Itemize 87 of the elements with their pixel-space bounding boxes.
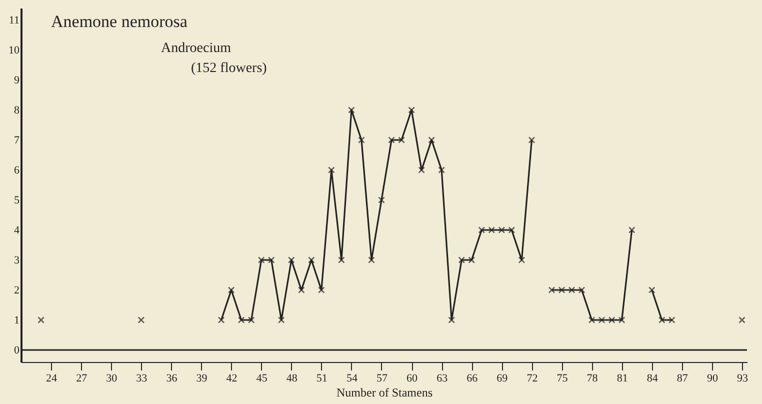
- point: [308, 256, 315, 264]
- point: [258, 256, 265, 264]
- x-tick-label: 51: [316, 372, 328, 384]
- x-tick-label: 33: [136, 372, 148, 384]
- point: [658, 316, 666, 324]
- x-tick-label: 27: [76, 372, 88, 384]
- point: [578, 286, 586, 294]
- y-tick-label: 0: [14, 344, 20, 356]
- point: [368, 256, 375, 264]
- point: [248, 316, 255, 324]
- y-tick-label: 2: [14, 284, 20, 296]
- point: [518, 256, 526, 264]
- point: [618, 316, 626, 324]
- point: [528, 136, 536, 144]
- point: [628, 226, 636, 234]
- point: [548, 286, 556, 294]
- x-tick-label: 63: [436, 372, 448, 384]
- y-tick-label: 1: [14, 314, 20, 326]
- point: [268, 256, 275, 264]
- y-tick-label: 10: [8, 44, 20, 56]
- x-tick-label: 42: [226, 372, 238, 384]
- x-axis-title: Number of Stamens: [336, 386, 433, 400]
- point: [218, 316, 225, 324]
- point: [348, 106, 355, 114]
- x-tick-label: 30: [106, 372, 118, 384]
- y-tick-label: 3: [14, 254, 20, 266]
- x-tick-label: 39: [196, 372, 208, 384]
- x-tick-label: 54: [346, 372, 358, 384]
- point: [318, 286, 325, 294]
- x-tick-label: 48: [286, 372, 298, 384]
- point: [668, 316, 676, 324]
- point: [238, 316, 245, 324]
- y-tick-label: 8: [14, 104, 20, 116]
- point: [608, 316, 616, 324]
- y-tick-label: 6: [14, 164, 20, 176]
- x-tick-label: 84: [646, 372, 658, 384]
- point: [468, 256, 476, 264]
- point: [38, 316, 44, 324]
- point: [428, 136, 435, 144]
- x-tick-label: 60: [406, 372, 418, 384]
- x-tick-label: 69: [496, 372, 508, 384]
- point: [378, 196, 385, 204]
- x-tick-label: 81: [616, 372, 628, 384]
- x-tick-label: 78: [586, 372, 598, 384]
- point: [448, 316, 455, 324]
- point: [408, 106, 415, 114]
- point: [568, 286, 576, 294]
- x-tick-label: 24: [46, 372, 58, 384]
- y-tick-label: 7: [14, 134, 20, 146]
- y-tick-label: 11: [8, 14, 20, 26]
- point: [418, 166, 425, 174]
- point: [138, 316, 145, 324]
- point: [458, 256, 465, 264]
- point: [438, 166, 445, 174]
- text: (152 flowers): [191, 61, 267, 76]
- point: [338, 256, 345, 264]
- x-tick-label: 57: [376, 372, 388, 384]
- x-tick-label: 87: [676, 372, 688, 384]
- point: [478, 226, 486, 234]
- point: [498, 226, 506, 234]
- x-tick-label: 72: [526, 372, 538, 384]
- point: [328, 166, 335, 174]
- point: [598, 316, 606, 324]
- x-tick-label: 93: [736, 372, 748, 384]
- y-tick-label: 5: [14, 194, 20, 206]
- point: [398, 136, 405, 144]
- x-tick-label: 90: [706, 372, 718, 384]
- point: [358, 136, 365, 144]
- x-tick-label: 45: [256, 372, 268, 384]
- chart-title: Anemone nemorosa: [51, 12, 188, 31]
- x-tick-label: 75: [556, 372, 568, 384]
- point: [288, 256, 295, 264]
- point: [588, 316, 596, 324]
- point: [228, 286, 235, 294]
- x-tick-label: 36: [166, 372, 178, 384]
- text: Androecium: [161, 41, 231, 56]
- point: [298, 286, 305, 294]
- x-tick-label: 66: [466, 372, 478, 384]
- point: [388, 136, 395, 144]
- y-tick-label: 4: [14, 224, 20, 236]
- y-tick-label: 9: [14, 74, 20, 86]
- point: [558, 286, 566, 294]
- point: [738, 316, 746, 324]
- point: [508, 226, 516, 234]
- point: [648, 286, 656, 294]
- point: [278, 316, 285, 324]
- point: [488, 226, 496, 234]
